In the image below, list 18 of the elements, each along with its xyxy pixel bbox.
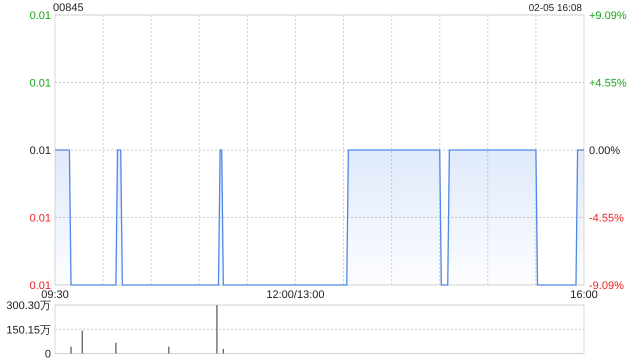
y-tick-label: 0.01 — [30, 10, 51, 22]
y-tick-label: 0 — [44, 348, 51, 360]
y-tick-label: 0.01 — [30, 78, 51, 90]
x-tick-label: 12:00/13:00 — [266, 289, 325, 301]
y-tick-label: 150.15万 — [6, 324, 51, 336]
y-tick-label: 0.01 — [30, 145, 51, 157]
y2-tick-label: -4.55% — [589, 212, 624, 225]
text: 02-05 16:08 — [528, 3, 582, 14]
y-tick-label: 300.30万 — [6, 300, 51, 312]
y2-tick-label: 0.00% — [589, 145, 620, 157]
y-tick-label: 0.01 — [30, 280, 51, 292]
y2-tick-label: +9.09% — [589, 10, 627, 22]
y2-tick-label: +4.55% — [589, 77, 627, 90]
y2-tick-label: -9.09% — [589, 280, 624, 292]
x-tick-label: 16:00 — [570, 289, 598, 301]
y-tick-label: 0.01 — [30, 212, 51, 224]
x-tick-label: 09:30 — [41, 289, 69, 301]
chart-title: 00845 — [53, 2, 84, 14]
